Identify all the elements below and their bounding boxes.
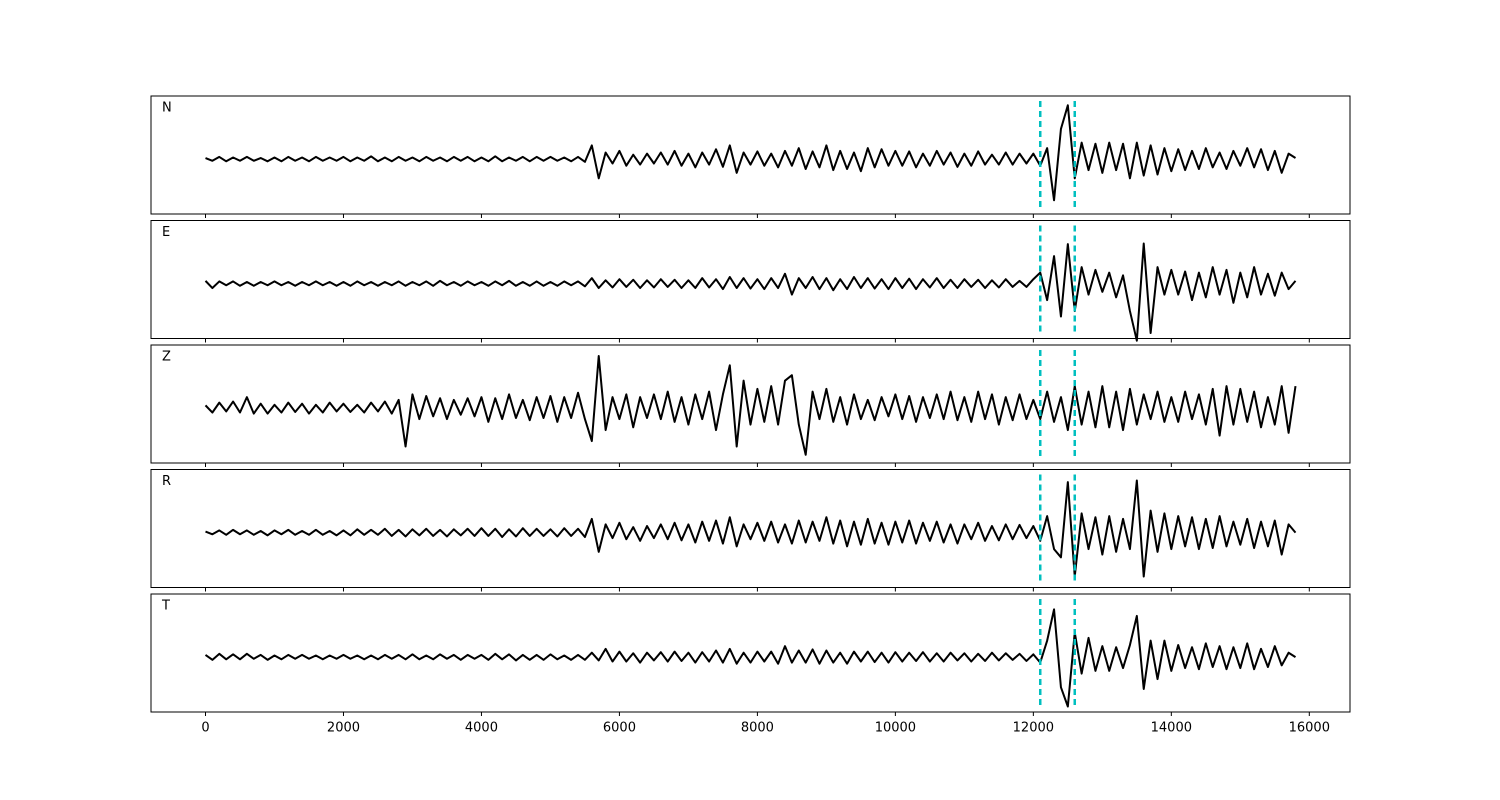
trace [204, 242, 1297, 342]
panel-label: T [161, 599, 170, 614]
panel-label: R [162, 474, 171, 489]
x-tick-label: 2000 [327, 721, 360, 736]
panel-frame [150, 95, 1351, 215]
x-tick-label: 14000 [1151, 721, 1192, 736]
x-tick-label: 12000 [1013, 721, 1054, 736]
x-tick-label: 0 [201, 721, 209, 736]
panel-label: Z [162, 350, 171, 365]
panel-label: E [162, 225, 170, 240]
panel-label: N [162, 101, 172, 116]
x-tick-label: 8000 [741, 721, 774, 736]
x-tick-label: 6000 [603, 721, 636, 736]
panel-frame [150, 593, 1351, 713]
panel-frame [150, 469, 1351, 588]
panel-frame [150, 344, 1351, 464]
x-tick-label: 10000 [875, 721, 916, 736]
panel-frame [150, 220, 1351, 339]
trace [204, 354, 1297, 456]
x-tick-label: 4000 [465, 721, 498, 736]
x-tick-label: 16000 [1289, 721, 1330, 736]
trace [205, 104, 1297, 202]
trace [205, 479, 1297, 578]
trace [204, 608, 1297, 708]
